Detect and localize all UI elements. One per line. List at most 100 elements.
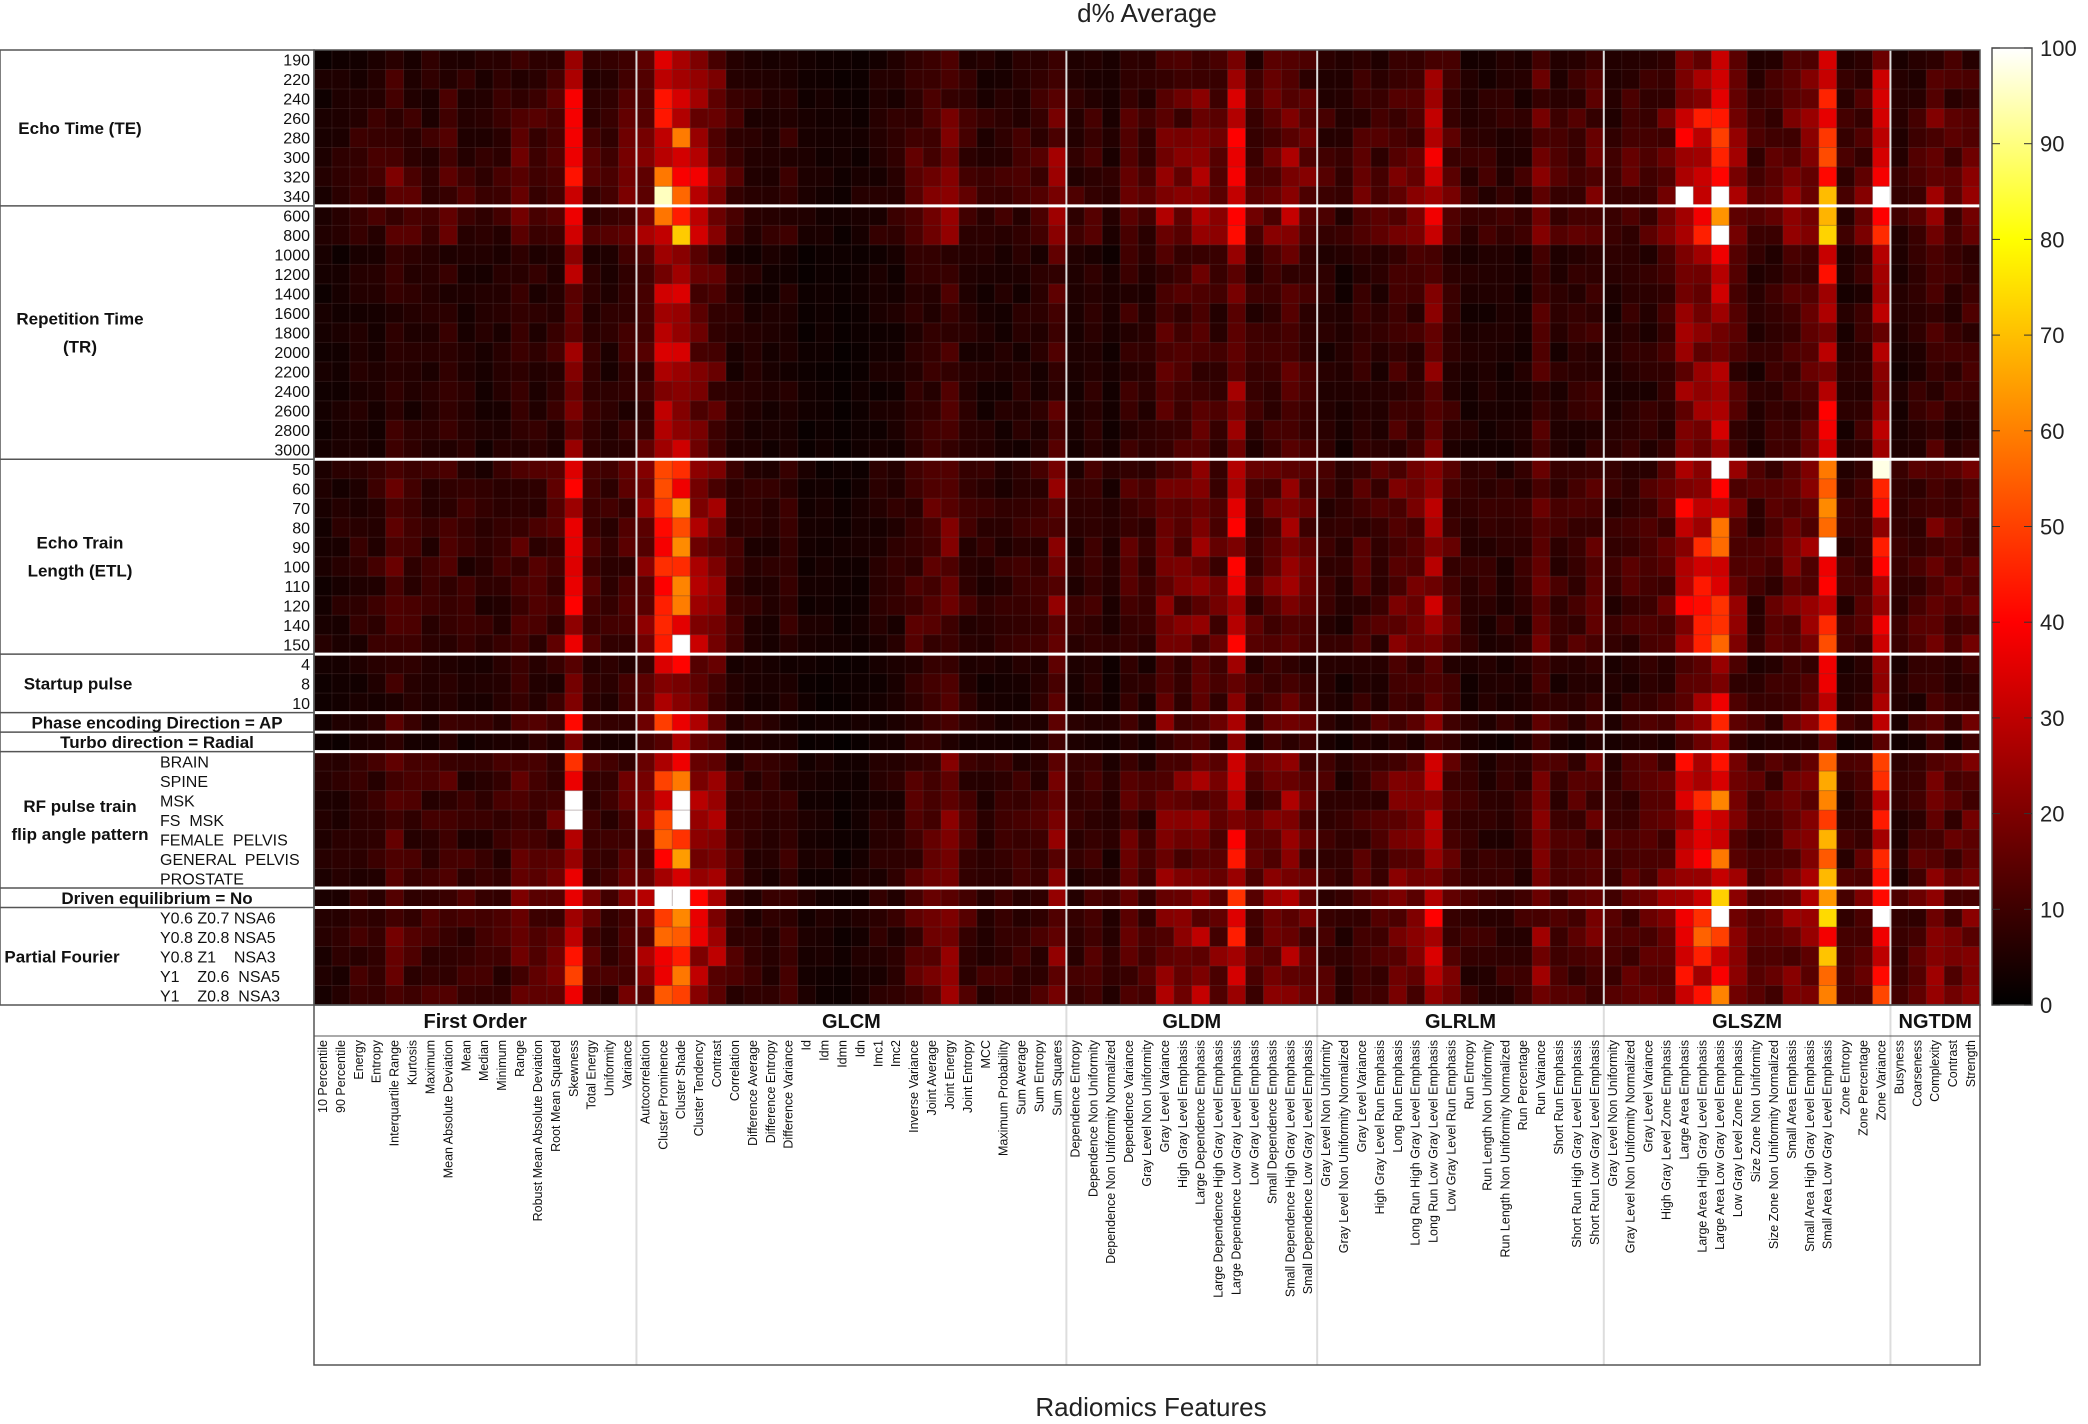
heatmap-cell bbox=[1155, 381, 1175, 402]
heatmap-cell bbox=[511, 907, 530, 928]
heatmap-cell bbox=[439, 498, 458, 519]
heatmap-cell bbox=[1514, 946, 1533, 967]
heatmap-cell bbox=[1639, 69, 1658, 90]
heatmap-cell bbox=[994, 615, 1014, 636]
heatmap-cell bbox=[1514, 556, 1533, 577]
heatmap-cell bbox=[1514, 927, 1533, 947]
heatmap-cell bbox=[690, 927, 709, 947]
heatmap-cell bbox=[1711, 732, 1730, 753]
heatmap-cell bbox=[1120, 400, 1139, 421]
heatmap-cell bbox=[493, 147, 512, 168]
heatmap-cell bbox=[654, 478, 673, 499]
heatmap-cell bbox=[1191, 888, 1211, 908]
heatmap-cell bbox=[779, 342, 799, 363]
heatmap-cell bbox=[726, 478, 745, 499]
heatmap-cell bbox=[958, 264, 978, 285]
heatmap-cell bbox=[546, 439, 566, 460]
heatmap-cell bbox=[1800, 225, 1820, 246]
heatmap-cell bbox=[636, 595, 655, 616]
heatmap-cell bbox=[1550, 556, 1569, 577]
heatmap-cell bbox=[726, 693, 745, 714]
heatmap-cell bbox=[1854, 478, 1873, 499]
heatmap-cell bbox=[1729, 771, 1748, 792]
heatmap-cell bbox=[1711, 966, 1730, 986]
heatmap-cell bbox=[690, 342, 709, 363]
heatmap-cell bbox=[1173, 166, 1193, 187]
heatmap-cell bbox=[726, 868, 745, 889]
heatmap-cell bbox=[976, 771, 996, 792]
heatmap-cell bbox=[1299, 361, 1318, 382]
heatmap-cell bbox=[1782, 186, 1802, 207]
heatmap-cell bbox=[1890, 790, 1909, 811]
heatmap-cell bbox=[1048, 985, 1067, 1006]
heatmap-cell bbox=[923, 907, 942, 928]
heatmap-cell bbox=[1030, 654, 1049, 675]
heatmap-cell bbox=[1281, 576, 1300, 597]
heatmap-cell bbox=[1388, 186, 1408, 207]
heatmap-cell bbox=[582, 264, 602, 285]
heatmap-cell bbox=[618, 517, 637, 538]
heatmap-cell bbox=[582, 69, 602, 90]
heatmap-cell bbox=[923, 88, 942, 109]
heatmap-cell bbox=[1962, 868, 1981, 889]
heatmap-cell bbox=[833, 888, 852, 908]
heatmap-cell bbox=[1747, 556, 1766, 577]
heatmap-cell bbox=[1711, 108, 1730, 129]
heatmap-cell bbox=[940, 771, 960, 792]
heatmap-cell bbox=[1567, 147, 1587, 168]
heatmap-cell bbox=[833, 732, 852, 753]
heatmap-cell bbox=[1962, 771, 1981, 792]
heatmap-cell bbox=[1478, 342, 1497, 363]
heatmap-cell bbox=[1854, 849, 1873, 869]
heatmap-cell bbox=[1496, 829, 1515, 850]
heatmap-cell bbox=[1406, 849, 1426, 869]
heatmap-cell bbox=[582, 322, 602, 343]
heatmap-cell bbox=[940, 459, 960, 480]
heatmap-cell bbox=[761, 244, 781, 265]
heatmap-cell bbox=[1138, 381, 1157, 402]
heatmap-cell bbox=[1908, 673, 1927, 694]
heatmap-cell bbox=[403, 966, 422, 986]
heatmap-cell bbox=[1388, 439, 1408, 460]
heatmap-cell bbox=[1299, 693, 1318, 714]
heatmap-cell bbox=[1675, 634, 1694, 655]
heatmap-cell bbox=[797, 556, 816, 577]
heatmap-cell bbox=[1209, 420, 1229, 441]
heatmap-cell bbox=[1657, 849, 1676, 869]
heatmap-cell bbox=[815, 498, 834, 519]
heatmap-cell bbox=[314, 712, 333, 733]
heatmap-cell bbox=[1048, 88, 1067, 109]
row-tick-label: Y1 Z0.8 NSA3 bbox=[160, 988, 280, 1005]
colorbar-tick-label: 70 bbox=[2040, 323, 2064, 348]
heatmap-cell bbox=[923, 595, 942, 616]
heatmap-cell bbox=[1460, 498, 1479, 519]
heatmap-cell bbox=[1836, 556, 1855, 577]
heatmap-cell bbox=[1442, 342, 1461, 363]
heatmap-cell bbox=[1460, 127, 1479, 148]
heatmap-cell bbox=[314, 400, 333, 421]
heatmap-cell bbox=[976, 420, 996, 441]
heatmap-cell bbox=[1173, 517, 1193, 538]
heatmap-cell bbox=[940, 342, 960, 363]
heatmap-cell bbox=[761, 927, 781, 947]
heatmap-cell bbox=[314, 595, 333, 616]
heatmap-cell bbox=[654, 790, 673, 811]
column-tick-label: Contrast bbox=[710, 1039, 724, 1087]
heatmap-cell bbox=[1102, 927, 1121, 947]
heatmap-cell bbox=[1890, 303, 1909, 324]
heatmap-cell bbox=[1299, 400, 1318, 421]
heatmap-cell bbox=[457, 790, 476, 811]
heatmap-cell bbox=[1102, 459, 1121, 480]
heatmap-cell bbox=[600, 420, 619, 441]
heatmap-cell bbox=[708, 439, 727, 460]
heatmap-cell bbox=[1012, 673, 1031, 694]
heatmap-cell bbox=[1567, 205, 1587, 226]
heatmap-cell bbox=[1084, 907, 1103, 928]
heatmap-cell bbox=[1550, 673, 1569, 694]
heatmap-cell bbox=[421, 888, 440, 908]
heatmap-cell bbox=[708, 361, 727, 382]
row-tick-label: 1400 bbox=[274, 287, 310, 304]
heatmap-cell bbox=[1048, 556, 1067, 577]
heatmap-cell bbox=[1353, 966, 1372, 986]
